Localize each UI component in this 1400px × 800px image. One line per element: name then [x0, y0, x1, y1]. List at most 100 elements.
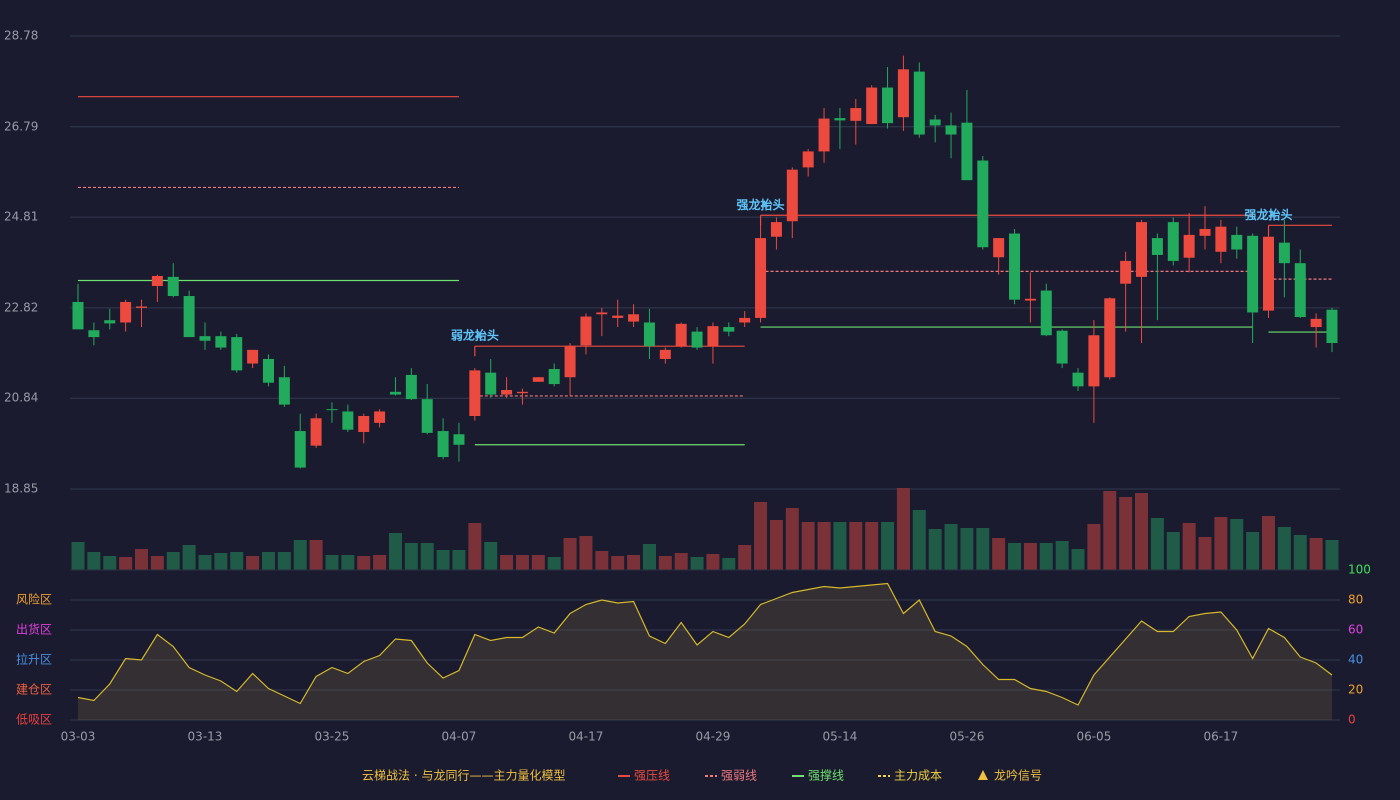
volume-bar	[801, 522, 815, 570]
candle-body	[167, 276, 179, 297]
volume-bar	[1293, 535, 1307, 570]
candle-body	[897, 69, 909, 118]
signal-label: 弱龙抬头	[451, 328, 499, 343]
candle-body	[548, 369, 560, 385]
candle-body	[1183, 234, 1195, 258]
volume-bar	[658, 556, 672, 570]
candle-body	[1088, 335, 1100, 387]
candle-body	[802, 151, 814, 168]
candle-body	[374, 411, 386, 423]
candle-body	[818, 118, 830, 152]
volume-bar	[1135, 493, 1149, 570]
candle-body	[1263, 236, 1275, 311]
candle-body	[1215, 226, 1227, 252]
candle-body	[659, 349, 671, 359]
candle-body	[1056, 330, 1068, 364]
candle-body	[215, 336, 227, 348]
volume-bar	[785, 508, 799, 570]
candle-body	[628, 314, 640, 322]
signal-marker	[760, 200, 769, 208]
volume-bar	[992, 538, 1006, 570]
x-tick-label: 03-13	[188, 730, 223, 744]
candle-body	[1104, 298, 1116, 378]
candle-body	[1310, 318, 1322, 328]
candle-body	[135, 306, 147, 308]
candle-body	[1040, 290, 1052, 336]
candle-body	[485, 372, 497, 395]
candle-body	[675, 323, 687, 347]
volume-bar	[611, 556, 625, 570]
volume-bar	[1166, 532, 1180, 570]
candle-body	[1120, 260, 1132, 284]
signal-marker	[474, 331, 483, 339]
candle-body	[1231, 234, 1243, 250]
volume-bar	[1055, 541, 1069, 570]
candle-body	[961, 122, 973, 181]
volume-bar	[960, 528, 974, 570]
candle-body	[770, 222, 782, 237]
candle-body	[1247, 235, 1259, 313]
volume-bar	[484, 542, 498, 570]
volume-bar	[373, 555, 387, 570]
volume-bar	[896, 488, 910, 570]
y-tick-label: 18.85	[4, 482, 38, 496]
signal-label: 强龙抬头	[737, 197, 785, 212]
y-tick-label: 0	[1348, 713, 1356, 727]
candle-body	[1072, 372, 1084, 387]
volume-bar	[944, 524, 958, 570]
candle-body	[342, 411, 354, 430]
candle-body	[247, 349, 259, 364]
candle-body	[326, 409, 338, 411]
indicator-line	[77, 582, 1333, 706]
volume-bar	[119, 557, 133, 570]
candle-body	[294, 431, 306, 468]
volume-bar	[1325, 540, 1339, 570]
volume-bar	[674, 553, 688, 570]
volume-bar	[1182, 523, 1196, 570]
legend-label: 强撑线	[808, 768, 844, 783]
zone-label: 建仓区	[16, 683, 52, 697]
volume-bar	[595, 551, 609, 570]
x-tick-label: 03-03	[61, 730, 96, 744]
candle-body	[564, 346, 576, 378]
volume-bar	[722, 558, 736, 570]
volume-bar	[166, 552, 180, 570]
candle-body	[596, 312, 608, 315]
candle-body	[183, 296, 195, 338]
candle-body	[1136, 222, 1148, 277]
volume-bar	[1039, 543, 1053, 570]
volume-bar	[230, 552, 244, 570]
volume-bar	[849, 522, 863, 570]
y-tick-label: 80	[1348, 593, 1363, 607]
volume-bar	[1262, 516, 1276, 570]
x-tick-label: 05-14	[822, 730, 857, 744]
candle-body	[262, 358, 274, 383]
volume-bar	[246, 556, 260, 570]
indicator-area	[78, 583, 1332, 720]
legend-label: 强压线	[634, 769, 670, 783]
volume-bar	[341, 555, 355, 570]
zone-label: 拉升区	[16, 652, 52, 667]
x-tick-label: 04-29	[695, 730, 730, 744]
candle-body	[199, 336, 211, 341]
volume-bar	[325, 555, 339, 570]
legend-label: 强弱线	[721, 769, 757, 783]
candle-body	[1294, 263, 1306, 318]
volume-bar	[627, 555, 641, 570]
candle-body	[1009, 233, 1021, 300]
volume-bar	[1246, 532, 1260, 570]
candle-body	[120, 301, 132, 323]
volume-bar	[928, 529, 942, 570]
signal-marker	[1268, 210, 1277, 218]
zone-label: 低吸区	[16, 713, 52, 727]
volume-bar	[214, 553, 228, 570]
volume-bar	[357, 556, 371, 570]
volume-bar	[1119, 497, 1133, 570]
volume-bar	[881, 522, 895, 570]
volume-bar	[976, 528, 990, 570]
x-tick-label: 06-05	[1076, 730, 1111, 744]
candle-body	[755, 238, 767, 318]
candle-body	[358, 416, 370, 432]
candle-body	[786, 169, 798, 222]
